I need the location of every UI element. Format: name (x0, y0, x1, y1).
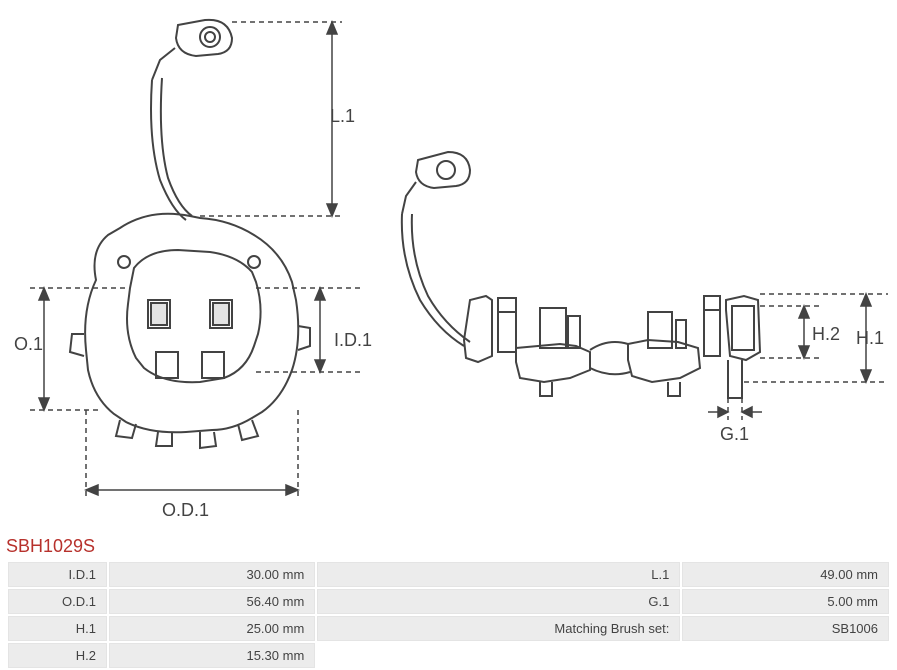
technical-drawing: L.1 I.D.1 O.1 O.D.1 H.1 H.2 G.1 (0, 0, 897, 528)
dim-label-o1: O.1 (14, 334, 43, 355)
spec-value: SB1006 (682, 616, 889, 641)
dim-label-g1: G.1 (720, 424, 749, 445)
spec-label: Matching Brush set: (317, 616, 680, 641)
table-row: H.1 25.00 mm Matching Brush set: SB1006 (8, 616, 889, 641)
spec-value: 30.00 mm (109, 562, 315, 587)
spec-label: I.D.1 (8, 562, 107, 587)
empty-cell (682, 643, 889, 668)
spec-label: H.2 (8, 643, 107, 668)
table-row: O.D.1 56.40 mm G.1 5.00 mm (8, 589, 889, 614)
spec-value: 25.00 mm (109, 616, 315, 641)
spec-value: 5.00 mm (682, 589, 889, 614)
dim-label-h1: H.1 (856, 328, 884, 349)
part-number: SBH1029S (6, 536, 95, 557)
dim-label-id1: I.D.1 (334, 330, 372, 351)
spec-label: G.1 (317, 589, 680, 614)
table-row: I.D.1 30.00 mm L.1 49.00 mm (8, 562, 889, 587)
spec-value: 49.00 mm (682, 562, 889, 587)
dim-label-h2: H.2 (812, 324, 840, 345)
table-row: H.2 15.30 mm (8, 643, 889, 668)
spec-label: H.1 (8, 616, 107, 641)
spec-table: I.D.1 30.00 mm L.1 49.00 mm O.D.1 56.40 … (6, 560, 891, 670)
spec-value: 15.30 mm (109, 643, 315, 668)
dim-label-l1: L.1 (330, 106, 355, 127)
dim-label-od1: O.D.1 (162, 500, 209, 521)
spec-value: 56.40 mm (109, 589, 315, 614)
empty-cell (317, 643, 680, 668)
drawing-svg (0, 0, 897, 528)
spec-label: O.D.1 (8, 589, 107, 614)
spec-label: L.1 (317, 562, 680, 587)
